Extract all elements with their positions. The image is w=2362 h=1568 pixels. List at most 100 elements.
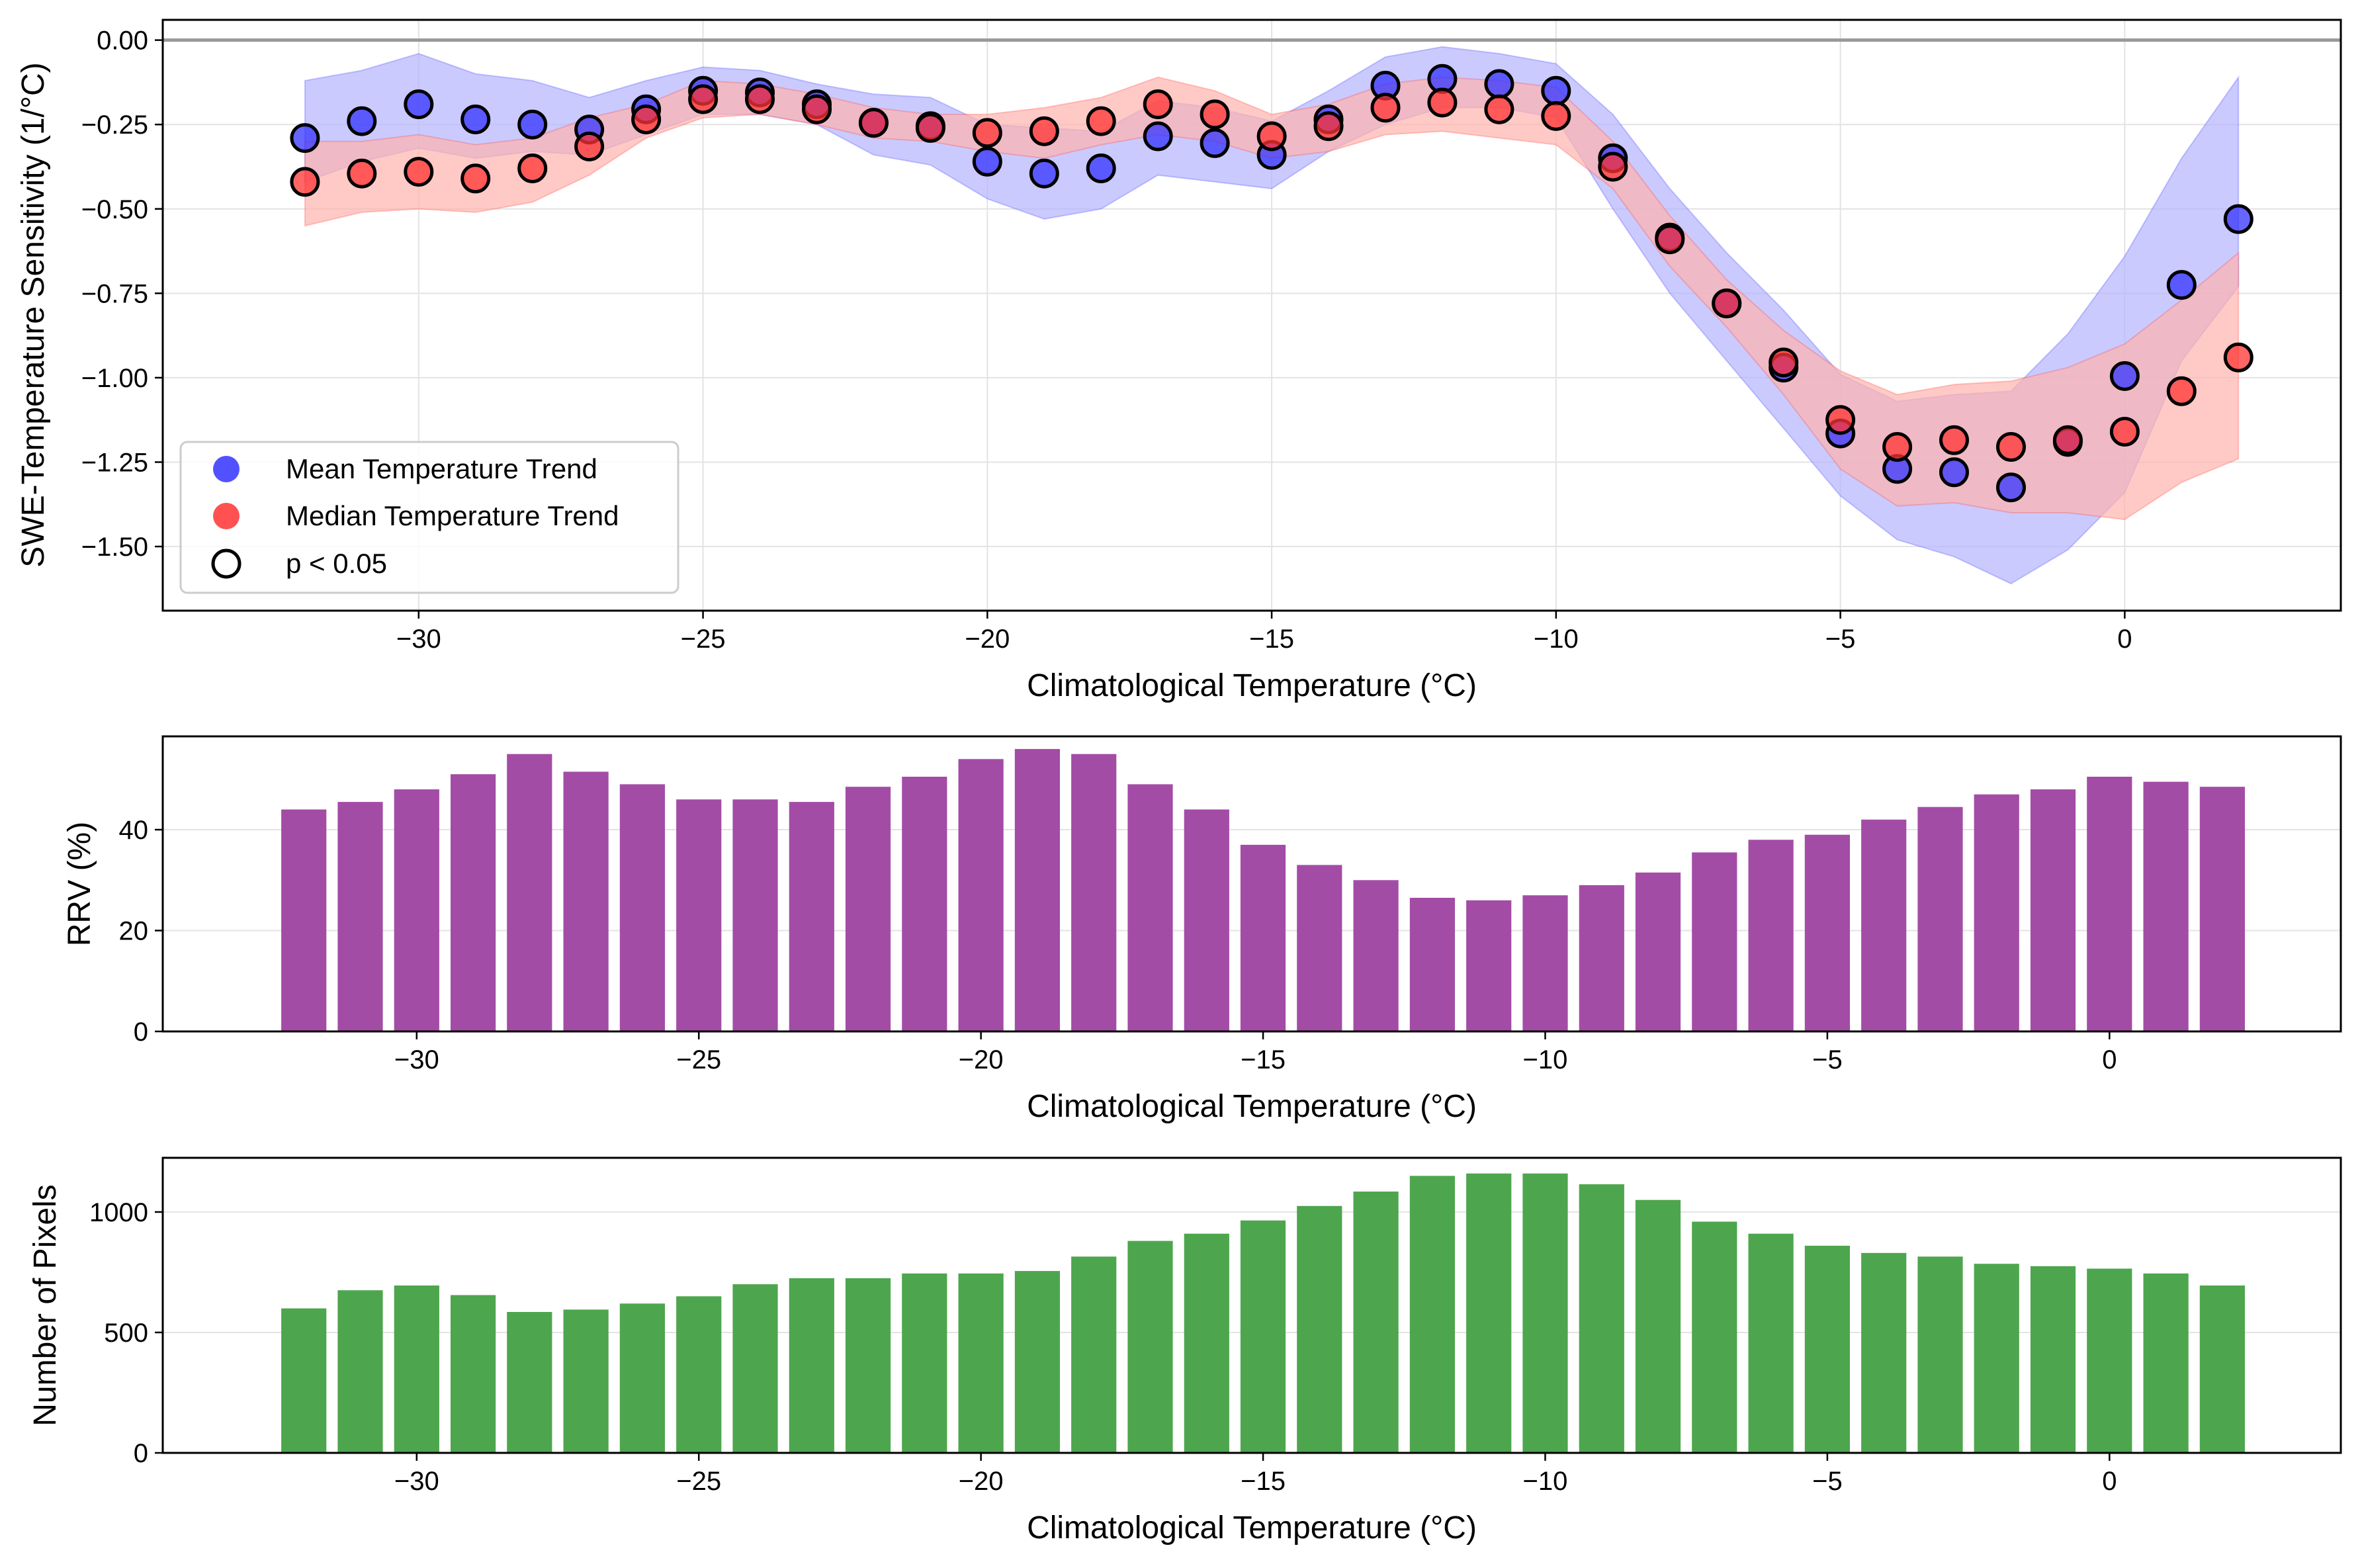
pixel-count-bar [1804,1245,1850,1453]
median-trend-point [688,84,719,114]
median-trend-point [2223,342,2253,372]
pixel-count-bar [732,1284,778,1453]
sensitivity-plot-frame [161,19,2342,612]
pixel-count-bar [1071,1256,1117,1453]
sensitivity-y-tick-label: −0.75 [81,279,148,308]
pixel-count-bar [1635,1199,1681,1453]
median-trend-point [460,163,491,194]
sensitivity-x-tick-label: 0 [2117,625,2132,654]
pixel-count-bar [1748,1233,1794,1453]
mean-trend-point [1541,75,1571,106]
legend-label-median: Median Temperature Trend [286,500,619,531]
sensitivity-x-tick-label: −30 [396,625,441,654]
pixel-count-x-tick-label: 0 [2102,1467,2117,1496]
mean-trend-point [1996,472,2026,503]
rrv-x-tick-label: 0 [2102,1045,2117,1074]
median-trend-point [1541,101,1571,131]
median-trend-point [1143,89,1173,120]
median-trend-point [290,167,320,197]
sensitivity-x-tick-label: −25 [681,625,726,654]
rrv-ticks: −30 −25 −20 −15 −10 −5 0 0 20 40 [119,816,2117,1074]
median-trend-point [2052,425,2083,455]
rrv-bar [1974,794,2019,1031]
rrv-bar [337,802,383,1031]
median-trend-point [2109,417,2140,447]
sensitivity-y-axis-label: SWE-Temperature Sensitivity (1/°C) [16,62,51,567]
rrv-bar [732,799,778,1031]
median-trend-point [802,94,832,124]
mean-trend-point [1200,128,1230,158]
pixel-count-bar [563,1309,609,1453]
rrv-bar [789,802,834,1031]
sensitivity-x-tick-label: −5 [1825,625,1856,654]
rrv-bar [2143,781,2189,1031]
pixel-count-bar [845,1278,891,1453]
pixel-count-x-tick-label: −5 [1812,1467,1843,1496]
pixel-count-bar [1184,1233,1229,1453]
pixel-count-x-tick-label: −25 [676,1467,721,1496]
rrv-bar [1466,900,1512,1031]
median-trend-point [1086,106,1116,136]
median-trend-point [745,84,775,114]
median-trend-point [1655,224,1685,255]
sensitivity-y-tick-label: −0.25 [81,110,148,140]
pixel-count-bar [2087,1268,2132,1453]
rrv-bar [676,799,722,1031]
rrv-bar [619,784,665,1031]
pixel-count-y-tick-label: 0 [134,1439,148,1468]
pixel-count-y-tick-label: 500 [104,1319,148,1348]
pixel-count-bar [789,1278,834,1453]
rrv-x-tick-label: −30 [394,1045,439,1074]
rrv-bar [845,787,891,1031]
median-trend-point [1598,152,1628,182]
rrv-y-tick-label: 40 [119,816,149,845]
rrv-bar [1748,840,1794,1031]
rrv-bar [1579,885,1624,1031]
median-trend-point [1939,425,1969,455]
median-trend-point [574,131,605,161]
pixel-count-bar [1353,1192,1399,1453]
rrv-x-tick-label: −10 [1523,1045,1568,1074]
legend-label-significance: p < 0.05 [286,548,387,579]
mean-trend-point [2223,204,2253,234]
rrv-panel: −30 −25 −20 −15 −10 −5 0 0 20 40 Climatological T… [62,735,2342,1124]
mean-trend-point [1484,69,1514,99]
legend-marker-median [213,503,240,529]
sensitivity-x-axis-label: Climatological Temperature (°C) [1027,668,1477,703]
rrv-bar [1127,784,1173,1031]
pixel-count-x-axis-label: Climatological Temperature (°C) [1027,1510,1477,1546]
rrv-bar [1240,844,1286,1031]
rrv-bar [958,759,1004,1031]
pixel-count-bar [1014,1271,1060,1453]
rrv-bar [1353,880,1399,1031]
rrv-x-tick-label: −25 [676,1045,721,1074]
mean-trend-point [290,123,320,153]
rrv-y-tick-label: 0 [134,1018,148,1047]
pixel-count-bars [281,1173,2245,1453]
median-trend-point [404,157,434,187]
legend-box [179,441,679,594]
pixel-count-bar [1127,1241,1173,1453]
pixel-count-bar [1522,1173,1568,1453]
rrv-plot-frame [161,735,2342,1033]
mean-trend-point [2166,270,2197,300]
rrv-x-axis-label: Climatological Temperature (°C) [1027,1089,1477,1124]
median-trend-point [1256,121,1287,152]
pixel-count-x-tick-label: −15 [1241,1467,1286,1496]
median-trend-point [1882,432,1913,462]
median-trend-point [2166,376,2197,406]
median-trend-point [1769,347,1799,378]
median-trend-point [517,153,548,183]
pixel-count-bar [958,1273,1004,1453]
legend-marker-significance [211,548,241,579]
rrv-x-tick-label: −5 [1812,1045,1843,1074]
pixel-count-bar [1240,1220,1286,1453]
sensitivity-y-tick-label: −1.00 [81,364,148,393]
rrv-bar [507,754,552,1031]
rrv-y-axis-label: RRV (%) [62,822,97,946]
pixel-count-ticks: −30 −25 −20 −15 −10 −5 0 0 500 1000 [89,1198,2117,1496]
rrv-x-tick-label: −15 [1241,1045,1286,1074]
pixel-count-bar [1917,1256,1963,1453]
median-trend-point [1313,111,1344,142]
